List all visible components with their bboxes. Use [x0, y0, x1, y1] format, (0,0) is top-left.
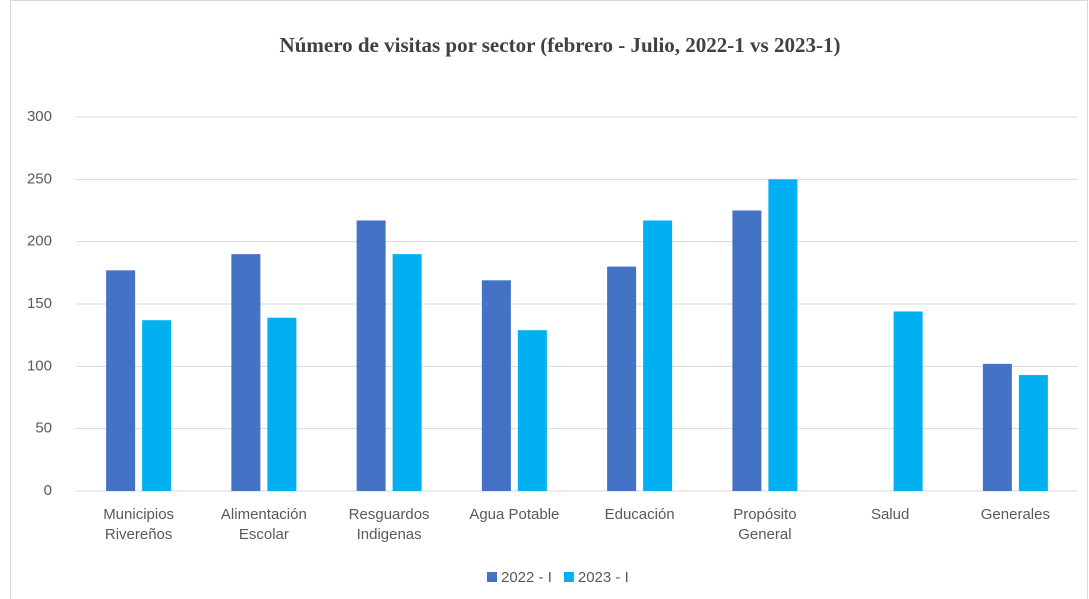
- bar: [106, 270, 136, 491]
- bar: [893, 311, 923, 491]
- bar: [607, 266, 637, 491]
- x-tick-label: Municipios: [103, 506, 174, 523]
- x-tick-label: Rivereños: [105, 526, 173, 543]
- legend-swatch: [563, 572, 574, 582]
- bar: [643, 220, 673, 491]
- y-tick-label: 0: [44, 482, 52, 499]
- bar: [142, 320, 172, 491]
- bar: [481, 280, 511, 491]
- x-tick-label: Salud: [871, 506, 909, 523]
- x-tick-label: Propósito: [733, 506, 796, 523]
- y-tick-label: 150: [27, 295, 52, 312]
- x-tick-label: Educación: [605, 506, 675, 523]
- x-tick-label: Generales: [981, 506, 1050, 523]
- x-tick-label: Escolar: [239, 526, 289, 543]
- bar: [392, 254, 422, 491]
- bar: [1018, 375, 1048, 491]
- chart-title: Número de visitas por sector (febrero - …: [280, 33, 841, 57]
- y-tick-label: 100: [27, 357, 52, 374]
- bar: [356, 220, 386, 491]
- bar: [231, 254, 261, 491]
- y-tick-label: 200: [27, 233, 52, 250]
- x-tick-label: General: [738, 526, 791, 543]
- x-tick-label: Agua Potable: [469, 506, 559, 523]
- y-tick-label: 50: [35, 420, 52, 437]
- bar: [768, 179, 798, 492]
- legend-label: 2023 - I: [578, 569, 629, 586]
- bar: [732, 210, 762, 491]
- legend-label: 2022 - I: [501, 569, 552, 586]
- chart-frame: [10, 0, 1088, 599]
- y-tick-label: 250: [27, 170, 52, 187]
- y-tick-label: 300: [27, 108, 52, 125]
- x-tick-label: Indigenas: [357, 526, 422, 543]
- bar: [267, 317, 297, 491]
- x-tick-label: Resguardos: [349, 506, 430, 523]
- bar: [517, 330, 547, 491]
- legend-swatch: [487, 572, 497, 582]
- x-tick-label: Alimentación: [221, 506, 307, 523]
- bar: [982, 363, 1012, 491]
